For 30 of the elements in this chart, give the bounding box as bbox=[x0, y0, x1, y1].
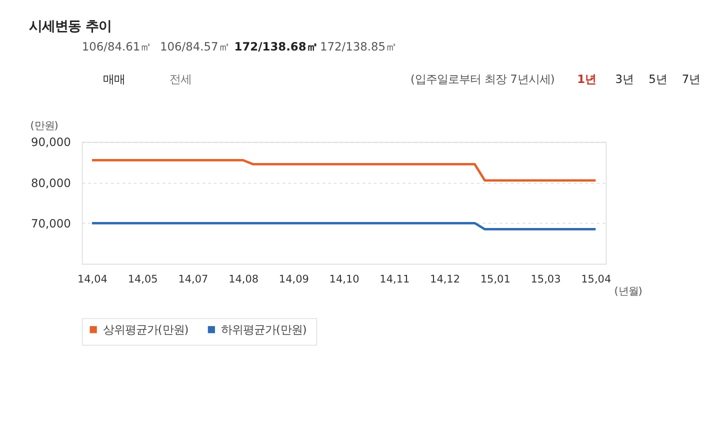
x-tick-label: 14,09 bbox=[278, 273, 309, 286]
text: 172/138.68㎡ bbox=[234, 39, 318, 54]
text: 7년 bbox=[682, 72, 700, 86]
y-tick-label: 70,000 bbox=[31, 216, 71, 230]
legend-label: 하위평균가(만원) bbox=[220, 322, 307, 336]
y-tick-label: 90,000 bbox=[31, 135, 71, 150]
text: 1년 bbox=[577, 72, 596, 86]
text: 106/84.61㎡ bbox=[82, 39, 152, 54]
text: 전세 bbox=[170, 72, 192, 86]
text: 172/138.85㎡ bbox=[320, 39, 397, 54]
x-axis-title: (년월) bbox=[614, 286, 642, 298]
x-tick-label: 14,10 bbox=[329, 273, 360, 286]
text: 5년 bbox=[648, 72, 667, 86]
x-tick-label: 14,11 bbox=[380, 273, 410, 286]
x-tick-label: 14,07 bbox=[178, 273, 208, 286]
x-tick-label: 14,04 bbox=[77, 273, 108, 286]
text: 106/84.57㎡ bbox=[160, 39, 230, 54]
x-tick-label: 15,01 bbox=[480, 273, 510, 286]
y-tick-label: 80,000 bbox=[31, 176, 71, 190]
text: 매매 bbox=[102, 72, 125, 86]
x-tick-label: 15,04 bbox=[581, 273, 612, 286]
legend-label: 상위평균가(만원) bbox=[102, 322, 189, 336]
y-axis-title: (만원) bbox=[30, 120, 58, 132]
x-tick-label: 14,08 bbox=[228, 273, 259, 286]
text: (입주일로부터 최장 7년시세) bbox=[410, 72, 555, 86]
x-tick-label: 15,03 bbox=[530, 273, 561, 286]
chart-title: 시세변동 추이 bbox=[28, 19, 112, 34]
x-tick-label: 14,12 bbox=[430, 273, 460, 286]
text: 3년 bbox=[615, 72, 634, 86]
x-tick-label: 14,05 bbox=[128, 273, 158, 286]
